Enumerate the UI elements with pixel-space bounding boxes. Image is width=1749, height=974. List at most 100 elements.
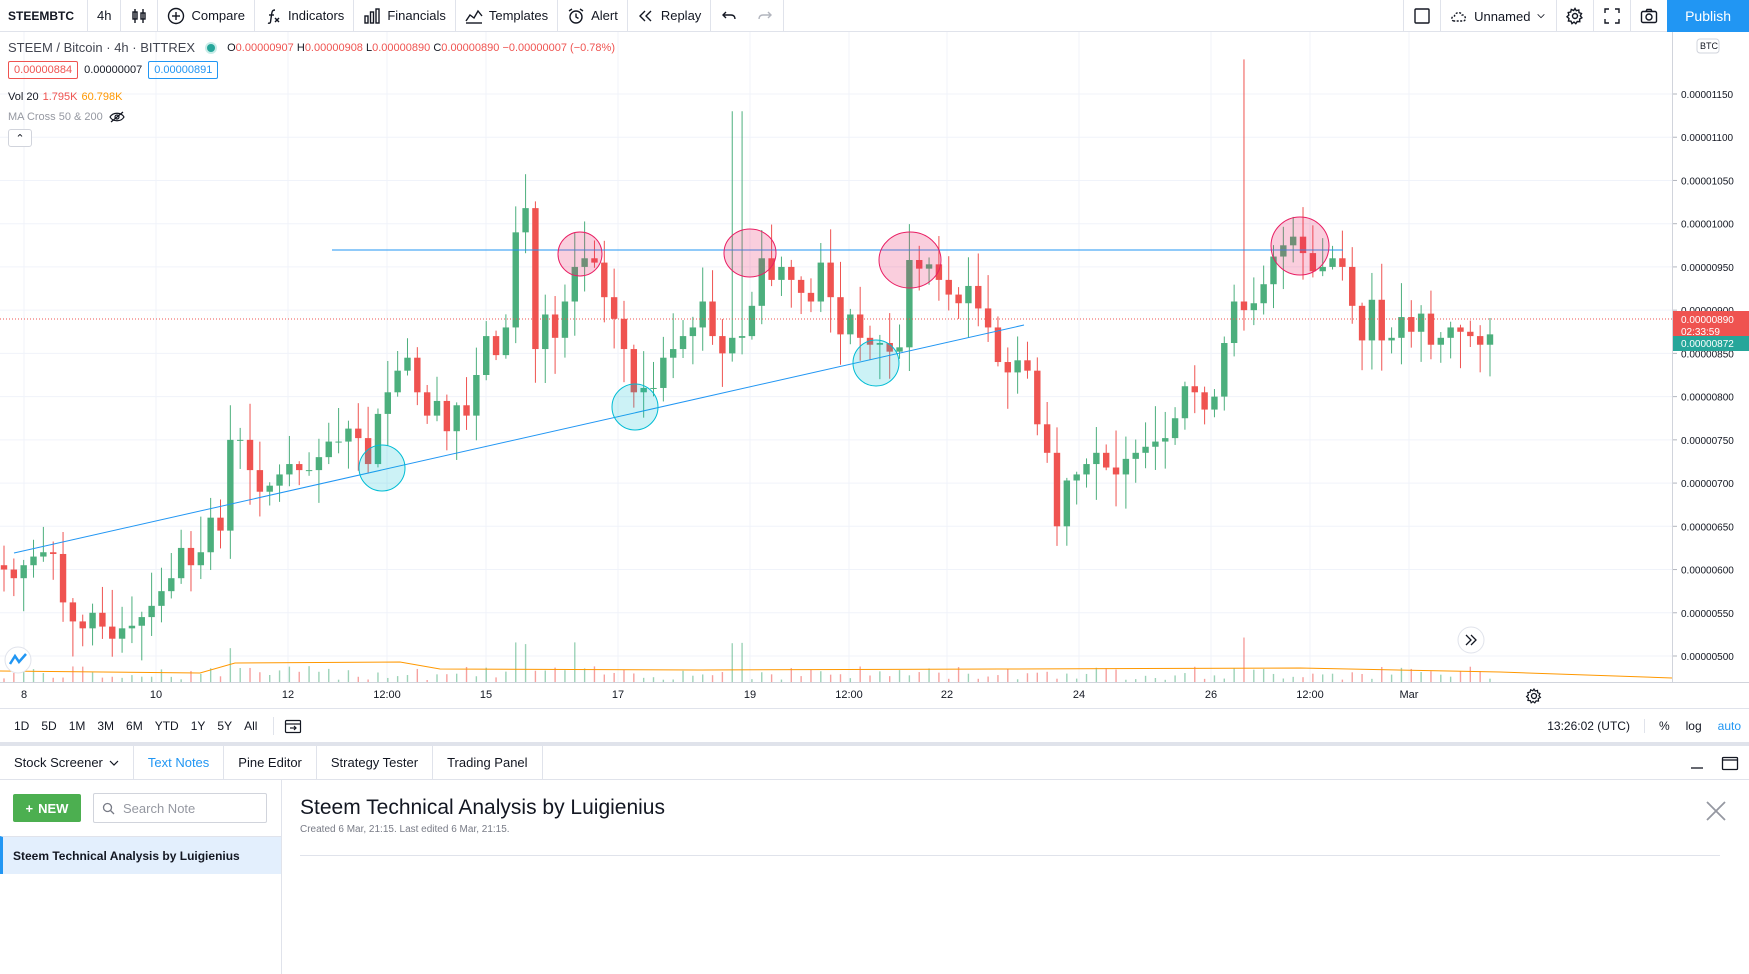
candle-body bbox=[1152, 441, 1159, 447]
alert-label: Alert bbox=[591, 8, 618, 23]
support-touch-highlight bbox=[852, 339, 900, 387]
candle-body bbox=[423, 392, 431, 416]
price-tick-label: 0.00000750 bbox=[1681, 436, 1734, 447]
ma-cross-legend[interactable]: MA Cross 50 & 200 bbox=[8, 111, 615, 123]
note-editor: Steem Technical Analysis by Luigienius C… bbox=[283, 780, 1749, 974]
tab-stock-screener[interactable]: Stock Screener bbox=[0, 745, 134, 780]
range-1m-button[interactable]: 1M bbox=[68, 718, 86, 733]
candle-body bbox=[374, 413, 382, 465]
candle-body bbox=[296, 464, 303, 471]
price-tick-label: 0.00000600 bbox=[1681, 566, 1734, 577]
undo-button[interactable] bbox=[711, 0, 747, 32]
volume-ma-line bbox=[0, 661, 1672, 679]
search-note-field[interactable] bbox=[93, 793, 267, 823]
templates-button[interactable]: Templates bbox=[456, 0, 559, 32]
percent-scale-toggle[interactable]: % bbox=[1658, 719, 1670, 733]
range-all-button[interactable]: All bbox=[244, 718, 258, 733]
candle-body bbox=[551, 314, 559, 338]
tab-text-notes[interactable]: Text Notes bbox=[134, 745, 225, 780]
legend-collapse-button[interactable]: ⌃ bbox=[8, 129, 32, 147]
candlestick-chart[interactable] bbox=[0, 32, 1672, 682]
tab-label: Text Notes bbox=[147, 755, 210, 770]
candle-body bbox=[1240, 301, 1248, 311]
panel-resize-divider[interactable] bbox=[0, 742, 1749, 746]
gear-icon[interactable] bbox=[1525, 687, 1543, 705]
indicators-button[interactable]: Indicators bbox=[255, 0, 355, 32]
candle-body bbox=[1014, 360, 1021, 373]
candle-body bbox=[0, 565, 8, 570]
range-5d-button[interactable]: 5D bbox=[41, 718, 57, 733]
redo-button[interactable] bbox=[747, 0, 785, 32]
search-note-input[interactable] bbox=[123, 800, 253, 816]
log-scale-toggle[interactable]: log bbox=[1685, 719, 1702, 733]
chart-type-button[interactable] bbox=[121, 0, 159, 32]
candle-body bbox=[1043, 424, 1051, 453]
search-icon bbox=[102, 802, 115, 814]
range-3m-button[interactable]: 3M bbox=[97, 718, 115, 733]
change-value: −0.00000007 (−0.78%) bbox=[502, 41, 615, 54]
auto-scale-toggle[interactable]: auto bbox=[1717, 719, 1741, 733]
price-tick-label: 0.00001050 bbox=[1681, 176, 1734, 187]
alert-button[interactable]: Alert bbox=[558, 0, 628, 32]
chart-pane[interactable] bbox=[0, 32, 1672, 682]
candle-body bbox=[335, 441, 342, 443]
chart-legend: STEEM / Bitcoin · 4h · BITTREX O0.000009… bbox=[8, 40, 615, 147]
time-tick: 17 bbox=[611, 689, 625, 701]
candle-body bbox=[443, 400, 451, 432]
plus-icon: + bbox=[25, 800, 34, 816]
toolbar-right-group: Unnamed Publish bbox=[1403, 0, 1749, 32]
financials-button[interactable]: Financials bbox=[354, 0, 456, 32]
eye-hidden-icon[interactable] bbox=[109, 111, 125, 123]
candle-body bbox=[984, 308, 992, 328]
tab-trading-panel[interactable]: Trading Panel bbox=[433, 745, 543, 780]
minimize-icon[interactable] bbox=[1689, 755, 1705, 771]
candle-body bbox=[40, 552, 47, 557]
candle-body bbox=[473, 375, 480, 416]
price-scale[interactable]: 0.00001150 0.00001100 0.00001050 0.00001000… bbox=[1672, 32, 1749, 682]
symbol-search-button[interactable]: STEEMBTC bbox=[0, 0, 88, 32]
new-note-button[interactable]: + NEW bbox=[13, 794, 81, 822]
volume-legend[interactable]: Vol 20 1.795K 60.798K bbox=[8, 91, 615, 103]
close-icon[interactable] bbox=[1705, 800, 1727, 822]
time-scale[interactable]: 8 10 12 12:00 15 17 19 12:00 22 24 26 12… bbox=[0, 682, 1749, 708]
legend-main-row: STEEM / Bitcoin · 4h · BITTREX O0.000009… bbox=[8, 40, 615, 55]
panel-window-controls bbox=[1689, 746, 1739, 780]
range-ytd-button[interactable]: YTD bbox=[154, 718, 179, 733]
candle-body bbox=[630, 349, 638, 393]
publish-button[interactable]: Publish bbox=[1667, 0, 1749, 32]
range-1d-button[interactable]: 1D bbox=[14, 718, 30, 733]
maximize-icon[interactable] bbox=[1721, 755, 1739, 771]
candle-body bbox=[168, 578, 175, 592]
candle-body bbox=[1211, 396, 1218, 410]
time-tick: 12:00 bbox=[835, 689, 863, 701]
scroll-to-realtime-button[interactable] bbox=[1457, 626, 1485, 654]
utc-clock[interactable]: 13:26:02 (UTC) bbox=[1539, 719, 1645, 733]
candle-body bbox=[1388, 337, 1395, 341]
layout-menu-button[interactable]: Unnamed bbox=[1440, 0, 1556, 32]
buy-price-button[interactable]: 0.00000891 bbox=[148, 61, 219, 79]
price-tick-label: 0.00000800 bbox=[1681, 393, 1734, 404]
publish-label: Publish bbox=[1685, 8, 1731, 24]
range-1y-button[interactable]: 1Y bbox=[190, 718, 206, 733]
candle-body bbox=[1437, 337, 1444, 345]
fullscreen-toggle-button[interactable] bbox=[1403, 0, 1440, 32]
sell-price-button[interactable]: 0.00000884 bbox=[8, 61, 79, 79]
candle-body bbox=[20, 565, 27, 579]
time-tick: 10 bbox=[149, 689, 163, 701]
fullscreen-button[interactable] bbox=[1593, 0, 1630, 32]
interval-button[interactable]: 4h bbox=[88, 0, 122, 32]
candle-body bbox=[50, 552, 57, 554]
note-title[interactable]: Steem Technical Analysis by Luigienius bbox=[300, 796, 665, 819]
note-list-item[interactable]: Steem Technical Analysis by Luigienius bbox=[0, 836, 281, 874]
financials-label: Financials bbox=[387, 8, 446, 23]
replay-button[interactable]: Replay bbox=[628, 0, 712, 32]
tab-pine-editor[interactable]: Pine Editor bbox=[224, 745, 317, 780]
tab-strategy-tester[interactable]: Strategy Tester bbox=[317, 745, 434, 780]
range-6m-button[interactable]: 6M bbox=[126, 718, 143, 733]
calendar-goto-icon[interactable] bbox=[284, 718, 302, 734]
settings-button[interactable] bbox=[1556, 0, 1593, 32]
compare-button[interactable]: Compare bbox=[158, 0, 255, 32]
range-5y-button[interactable]: 5Y bbox=[217, 718, 233, 733]
snapshot-button[interactable] bbox=[1630, 0, 1667, 32]
